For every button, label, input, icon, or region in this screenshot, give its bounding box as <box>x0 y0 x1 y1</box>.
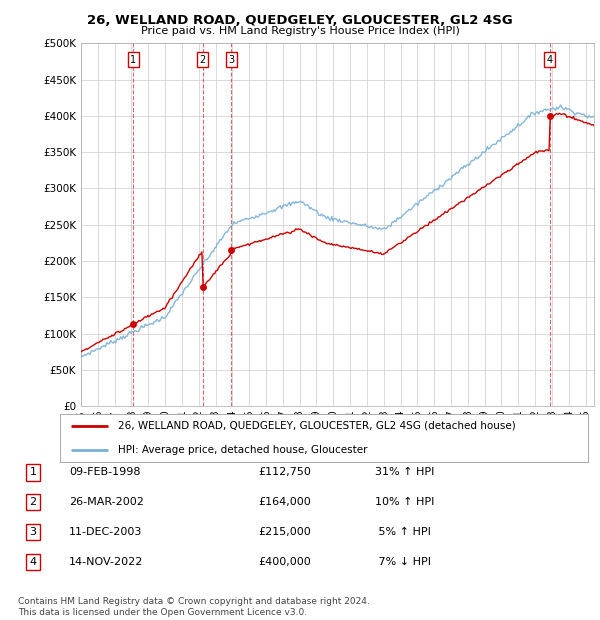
Text: 3: 3 <box>29 527 37 537</box>
Text: 09-FEB-1998: 09-FEB-1998 <box>69 467 140 477</box>
Text: £164,000: £164,000 <box>258 497 311 507</box>
Text: 1: 1 <box>29 467 37 477</box>
Text: 4: 4 <box>29 557 37 567</box>
Text: 14-NOV-2022: 14-NOV-2022 <box>69 557 143 567</box>
Text: 7% ↓ HPI: 7% ↓ HPI <box>375 557 431 567</box>
Text: 11-DEC-2003: 11-DEC-2003 <box>69 527 142 537</box>
Text: 1: 1 <box>130 55 136 64</box>
Text: 5% ↑ HPI: 5% ↑ HPI <box>375 527 431 537</box>
Text: 26-MAR-2002: 26-MAR-2002 <box>69 497 144 507</box>
Text: 26, WELLAND ROAD, QUEDGELEY, GLOUCESTER, GL2 4SG: 26, WELLAND ROAD, QUEDGELEY, GLOUCESTER,… <box>87 14 513 27</box>
Text: 10% ↑ HPI: 10% ↑ HPI <box>375 497 434 507</box>
Text: Contains HM Land Registry data © Crown copyright and database right 2024.
This d: Contains HM Land Registry data © Crown c… <box>18 598 370 617</box>
Text: 2: 2 <box>199 55 206 64</box>
Text: 2: 2 <box>29 497 37 507</box>
Text: 31% ↑ HPI: 31% ↑ HPI <box>375 467 434 477</box>
Text: £112,750: £112,750 <box>258 467 311 477</box>
Text: £215,000: £215,000 <box>258 527 311 537</box>
Text: 4: 4 <box>547 55 553 64</box>
Text: HPI: Average price, detached house, Gloucester: HPI: Average price, detached house, Glou… <box>118 445 368 455</box>
Text: 3: 3 <box>229 55 235 64</box>
Text: £400,000: £400,000 <box>258 557 311 567</box>
Text: 26, WELLAND ROAD, QUEDGELEY, GLOUCESTER, GL2 4SG (detached house): 26, WELLAND ROAD, QUEDGELEY, GLOUCESTER,… <box>118 420 516 431</box>
Text: Price paid vs. HM Land Registry's House Price Index (HPI): Price paid vs. HM Land Registry's House … <box>140 26 460 36</box>
